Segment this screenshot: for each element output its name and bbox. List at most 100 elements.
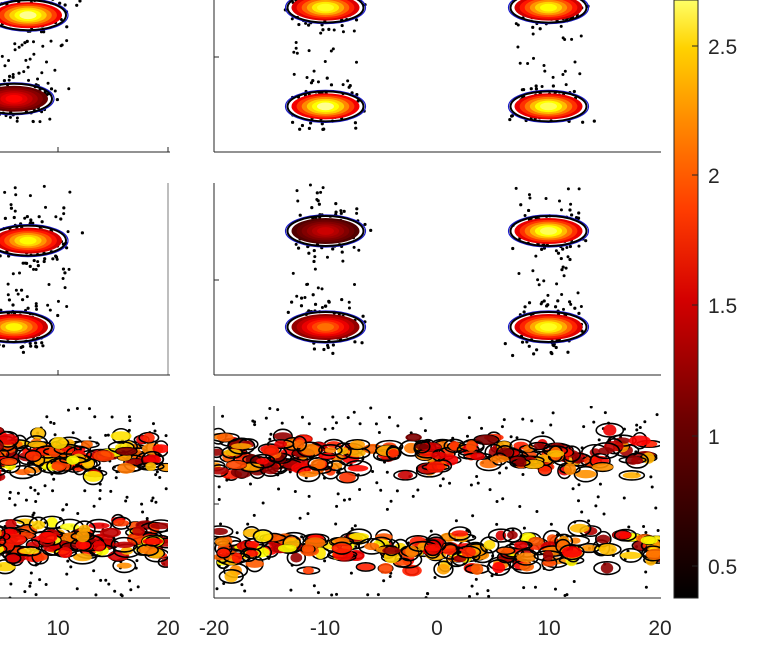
scatter-point xyxy=(28,264,32,268)
scatter-point xyxy=(141,510,145,514)
scatter-point xyxy=(114,476,118,480)
scatter-point xyxy=(164,487,168,491)
density-contour xyxy=(509,311,588,343)
density-level xyxy=(142,538,164,545)
scatter-point xyxy=(61,508,65,512)
scatter-point xyxy=(580,510,584,514)
scatter-point xyxy=(313,302,318,306)
scatter-point xyxy=(119,593,123,597)
scatter-point xyxy=(519,203,523,207)
scatter-point xyxy=(164,434,168,438)
scatter-point xyxy=(340,297,344,302)
scatter-point xyxy=(300,123,305,128)
density-level xyxy=(357,563,375,571)
scatter-point xyxy=(17,71,21,75)
scatter-point xyxy=(521,473,525,477)
density-level xyxy=(88,522,110,529)
scatter-point xyxy=(307,49,311,53)
scatter-point xyxy=(352,410,356,414)
scatter-point xyxy=(28,57,32,61)
scatter-point xyxy=(329,83,334,87)
density-level xyxy=(116,562,132,569)
scatter-point xyxy=(331,247,335,251)
scatter-point xyxy=(305,75,309,79)
density-level xyxy=(631,456,644,465)
scatter-point xyxy=(543,69,547,73)
density-level xyxy=(492,562,506,574)
scatter-point xyxy=(471,514,475,518)
scatter-point xyxy=(35,345,39,349)
density-contour xyxy=(475,455,503,472)
scatter-point xyxy=(312,248,316,253)
scatter-point xyxy=(627,525,631,529)
scatter-point xyxy=(531,32,535,36)
density-contour xyxy=(509,215,588,247)
scatter-point xyxy=(2,79,7,83)
scatter-point xyxy=(310,205,314,210)
scatter-point xyxy=(92,504,96,508)
scatter-point xyxy=(316,80,320,84)
scatter-point xyxy=(342,498,346,502)
density-contour xyxy=(0,535,7,548)
scatter-point xyxy=(592,420,596,424)
scatter-point xyxy=(15,116,19,120)
density-level xyxy=(338,472,356,483)
scatter-point xyxy=(63,271,67,275)
density-level xyxy=(0,532,9,541)
scatter-point xyxy=(75,406,79,410)
scatter-point xyxy=(98,497,102,501)
scatter-point xyxy=(385,470,389,474)
scatter-point xyxy=(352,29,356,33)
scatter-point xyxy=(269,432,273,436)
scatter-point xyxy=(546,293,550,297)
density-level xyxy=(540,227,557,235)
scatter-point xyxy=(469,483,473,487)
scatter-point xyxy=(355,211,359,215)
scatter-point xyxy=(6,282,10,286)
scatter-point xyxy=(0,254,2,258)
scatter-point xyxy=(312,347,317,351)
scatter-point xyxy=(534,84,538,88)
scatter-point xyxy=(292,50,296,54)
density-contour xyxy=(46,457,72,475)
density-level xyxy=(231,552,243,564)
scatter-point xyxy=(311,293,315,297)
density-contour xyxy=(559,543,585,561)
scatter-point xyxy=(40,220,44,224)
scatter-point xyxy=(597,438,601,442)
scatter-point xyxy=(474,577,478,581)
scatter-point xyxy=(63,286,67,290)
scatter-point xyxy=(516,23,520,27)
scatter-point xyxy=(363,222,367,227)
scatter-point xyxy=(253,423,257,427)
scatter-point xyxy=(25,295,29,299)
scatter-point xyxy=(448,481,452,485)
scatter-point xyxy=(551,343,555,347)
density-level xyxy=(430,451,447,460)
scatter-point xyxy=(27,78,31,82)
scatter-point xyxy=(495,522,499,526)
scatter-point xyxy=(71,431,75,435)
scatter-point xyxy=(316,591,320,595)
scatter-point xyxy=(35,307,39,311)
colorbar: 2.5 2 1.5 1 0.5 xyxy=(673,0,737,599)
scatter-point xyxy=(294,41,298,45)
density-contour xyxy=(296,465,321,483)
density-level xyxy=(76,530,90,543)
scatter-point xyxy=(579,34,583,38)
scatter-point xyxy=(566,255,570,259)
scatter-point xyxy=(423,429,427,433)
scatter-point xyxy=(523,213,527,217)
scatter-point xyxy=(28,341,32,345)
scatter-point xyxy=(528,196,532,200)
panel-marks xyxy=(283,0,596,132)
scatter-point xyxy=(306,282,310,286)
scatter-point xyxy=(511,246,515,251)
scatter-point xyxy=(542,279,546,283)
scatter-point xyxy=(154,500,158,504)
density-contour xyxy=(433,560,454,578)
scatter-point xyxy=(315,198,319,202)
scatter-point xyxy=(518,505,522,509)
density-contour xyxy=(138,431,160,444)
scatter-point xyxy=(246,522,250,526)
